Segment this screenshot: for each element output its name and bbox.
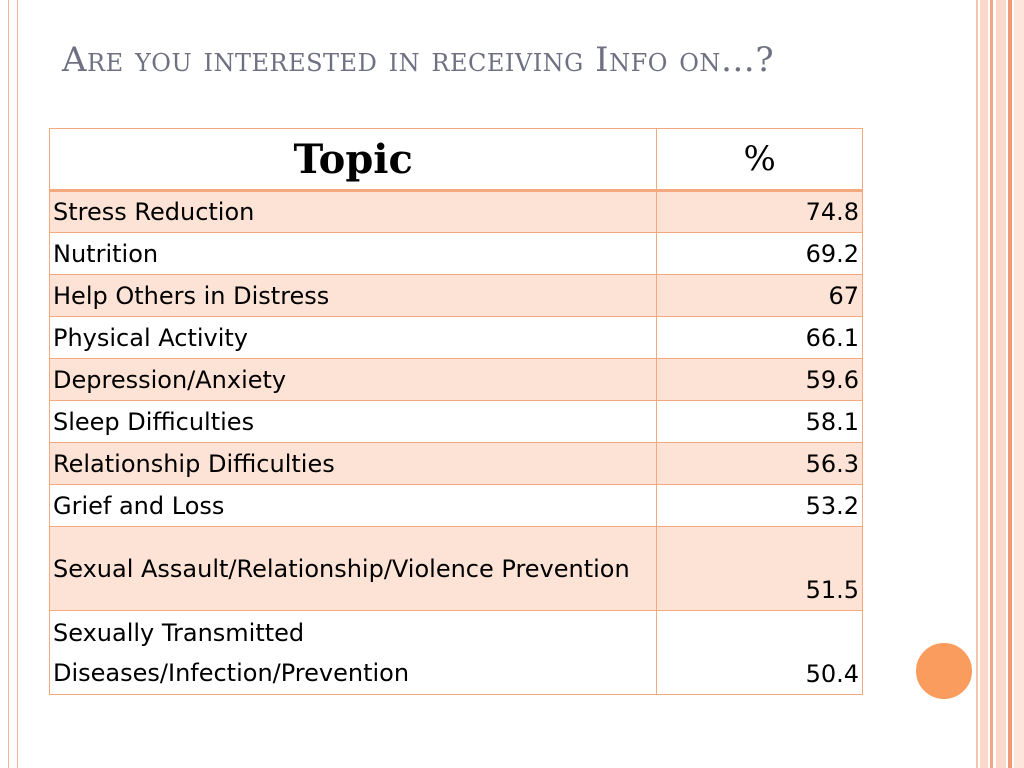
percent-cell: 59.6 <box>656 358 863 401</box>
topic-cell: Stress Reduction <box>48 190 658 233</box>
topic-cell: Nutrition <box>48 232 658 275</box>
table-row: Depression/Anxiety 59.6 <box>48 358 863 401</box>
table-header-row: Topic % <box>48 128 863 192</box>
percent-cell: 51.5 <box>656 526 863 611</box>
percent-cell: 74.8 <box>656 190 863 233</box>
table-row: Sexual Assault/Relationship/Violence Pre… <box>48 526 863 611</box>
topic-cell: Physical Activity <box>48 316 658 359</box>
slide-title: Are you interested in receiving Info on…… <box>62 40 775 80</box>
percent-cell: 69.2 <box>656 232 863 275</box>
percent-cell: 56.3 <box>656 442 863 485</box>
table-row: Physical Activity 66.1 <box>48 316 863 359</box>
topic-cell: Depression/Anxiety <box>48 358 658 401</box>
topic-cell: Sexually Transmitted Diseases/Infection/… <box>48 610 658 695</box>
orange-circle-decoration <box>913 640 975 702</box>
percent-cell: 67 <box>656 274 863 317</box>
topic-cell: Sleep Difficulties <box>48 400 658 443</box>
topic-table: Topic % Stress Reduction 74.8 Nutrition … <box>48 128 863 695</box>
table-row: Help Others in Distress 67 <box>48 274 863 317</box>
percent-cell: 50.4 <box>656 610 863 695</box>
percent-cell: 53.2 <box>656 484 863 527</box>
table-row: Stress Reduction 74.8 <box>48 190 863 233</box>
topic-cell: Sexual Assault/Relationship/Violence Pre… <box>48 526 658 611</box>
topic-cell: Grief and Loss <box>48 484 658 527</box>
table-row: Nutrition 69.2 <box>48 232 863 275</box>
topic-cell: Help Others in Distress <box>48 274 658 317</box>
table-row: Sleep Difficulties 58.1 <box>48 400 863 443</box>
table-row: Grief and Loss 53.2 <box>48 484 863 527</box>
percent-cell: 66.1 <box>656 316 863 359</box>
percent-cell: 58.1 <box>656 400 863 443</box>
table-row: Relationship Difficulties 56.3 <box>48 442 863 485</box>
percent-column-header: % <box>656 128 863 192</box>
right-stripe-decoration <box>976 0 1024 768</box>
left-border-decoration <box>0 0 18 768</box>
table-row: Sexually Transmitted Diseases/Infection/… <box>48 610 863 695</box>
topic-table-container: Topic % Stress Reduction 74.8 Nutrition … <box>48 128 863 695</box>
topic-column-header: Topic <box>48 128 658 192</box>
topic-cell: Relationship Difficulties <box>48 442 658 485</box>
